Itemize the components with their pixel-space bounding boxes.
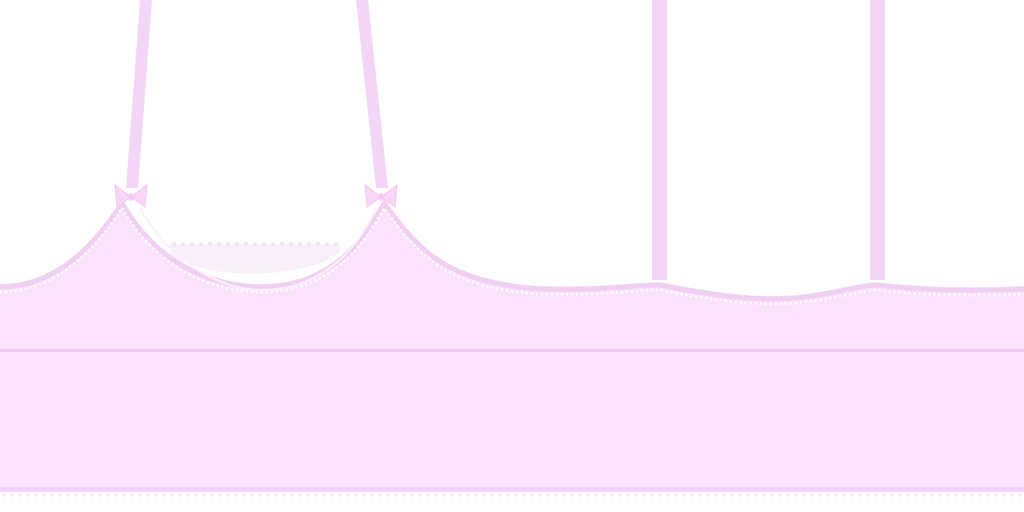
bow-icon (114, 183, 148, 208)
strap-right-2 (870, 0, 885, 280)
cup-lace (170, 242, 340, 274)
fabric-body (0, 200, 1024, 492)
top-lace-edge (0, 205, 1024, 306)
band-seam (0, 349, 1024, 352)
strap-right-1 (652, 0, 667, 280)
bottom-lace (0, 492, 1024, 500)
cup-inner-edge (139, 207, 377, 292)
top-trim (0, 198, 1024, 302)
strap-left-inner (356, 0, 388, 188)
straps (126, 0, 885, 280)
bottom-trim (0, 487, 1024, 492)
strap-left-outer (126, 0, 152, 188)
bow-icon (364, 183, 398, 208)
